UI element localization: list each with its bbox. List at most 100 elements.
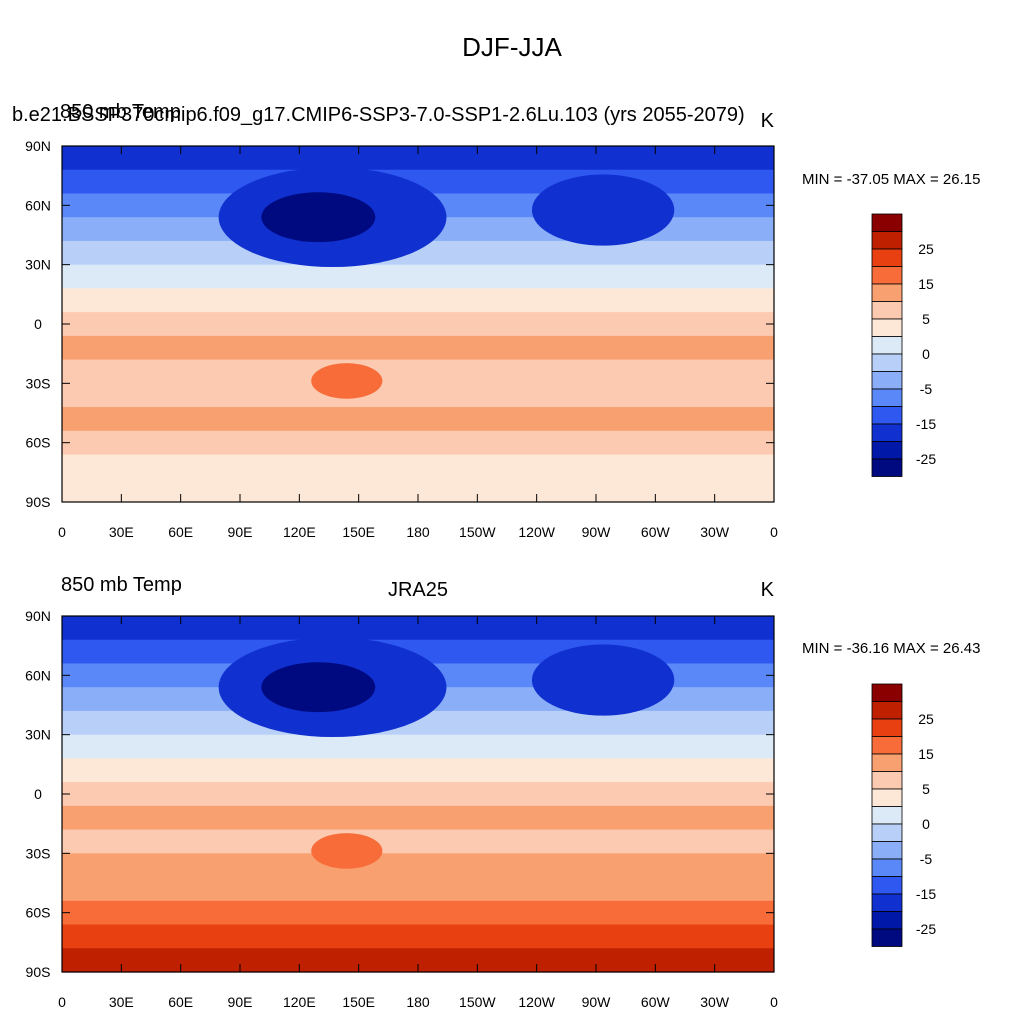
lat-label: 30N	[25, 257, 51, 273]
colorbar-swatch	[871, 441, 903, 460]
temperature-band	[62, 829, 774, 854]
temperature-band	[62, 805, 774, 831]
colorbar-label: -25	[916, 921, 936, 937]
warm-core-australia	[311, 833, 383, 869]
lon-label: 60E	[168, 994, 193, 1010]
colorbar-swatch	[871, 718, 903, 737]
lon-label: 180	[406, 524, 430, 540]
lat-label: 90S	[26, 494, 51, 510]
lon-label: 180	[406, 994, 430, 1010]
colorbar-swatch	[871, 406, 903, 425]
panel2-units: K	[760, 579, 774, 601]
lon-label: 120W	[518, 524, 555, 540]
cold-core-north-america	[531, 644, 675, 716]
lat-label: 60N	[25, 667, 51, 683]
lat-label: 30S	[26, 845, 51, 861]
panel1-case-label: b.e21.BSSP370cmip6.f09_g17.CMIP6-SSP3-7.…	[12, 104, 745, 126]
colorbar-swatch	[871, 301, 903, 320]
warm-core-australia	[311, 363, 383, 399]
lon-label: 30E	[109, 524, 134, 540]
colorbar-label: -5	[920, 381, 933, 397]
colorbar-label: 15	[918, 276, 934, 292]
map-panel-1: 90N 60N 30N 0 30S 60S 90S 0 30E 60E 90E 120E 150E 180…	[25, 138, 778, 540]
colorbar-label: 5	[922, 781, 930, 797]
colorbar-swatch	[871, 423, 903, 442]
lon-label: 120E	[283, 524, 316, 540]
panel2-left-label: 850 mb Temp	[61, 574, 182, 596]
lon-label: 90E	[228, 994, 253, 1010]
lon-label: 150E	[342, 994, 375, 1010]
colorbar-1: 25 15 5 0 -5 -15 -25	[871, 213, 936, 477]
lon-label: 0	[58, 994, 66, 1010]
colorbar-swatch	[871, 683, 903, 702]
lat-label: 0	[34, 786, 42, 802]
colorbar-label: -15	[916, 416, 936, 432]
colorbar-label: 25	[918, 711, 934, 727]
colorbar-label: 0	[922, 346, 930, 362]
colorbar-swatch	[871, 876, 903, 895]
temperature-band	[62, 407, 774, 432]
panel2-center-label: JRA25	[387, 579, 449, 601]
colorbar-swatch	[871, 266, 903, 285]
figure-title: DJF-JJA	[462, 32, 562, 62]
lon-label: 150W	[459, 994, 496, 1010]
colorbar-swatch	[871, 231, 903, 250]
colorbar-2: 25 15 5 0 -5 -15 -25	[871, 683, 936, 947]
temperature-band	[62, 288, 774, 313]
lon-label: 120E	[283, 994, 316, 1010]
colorbar-label: 0	[922, 816, 930, 832]
colorbar-swatch	[871, 736, 903, 755]
lon-label: 90E	[228, 524, 253, 540]
colorbar-swatch	[871, 788, 903, 807]
temperature-band	[62, 782, 774, 807]
temperature-band	[62, 734, 774, 759]
temperature-band	[62, 335, 774, 361]
temperature-band	[62, 924, 774, 949]
lon-label: 30E	[109, 994, 134, 1010]
colorbar-swatch	[871, 823, 903, 842]
colorbar-swatch	[871, 858, 903, 877]
temperature-band	[62, 877, 774, 902]
cold-core-siberia-inner	[261, 662, 376, 713]
colorbar-swatch	[871, 771, 903, 790]
colorbar-swatch	[871, 841, 903, 860]
colorbar-swatch	[871, 353, 903, 372]
colorbar-swatch	[871, 283, 903, 302]
lon-label: 30W	[700, 524, 730, 540]
temperature-band	[62, 430, 774, 456]
colorbar-label: -5	[920, 851, 933, 867]
colorbar-swatch	[871, 336, 903, 355]
temperature-band	[62, 359, 774, 384]
colorbar-swatch	[871, 371, 903, 390]
cold-core-north-america	[531, 174, 675, 246]
colorbar-label: -15	[916, 886, 936, 902]
lat-label: 0	[34, 316, 42, 332]
lat-label: 60S	[26, 435, 51, 451]
temperature-band	[62, 853, 774, 878]
lon-label: 0	[770, 524, 778, 540]
lon-label: 0	[770, 994, 778, 1010]
colorbar-label: 5	[922, 311, 930, 327]
colorbar-swatch	[871, 911, 903, 930]
lon-label: 120W	[518, 994, 555, 1010]
panel1-minmax: MIN = -37.05 MAX = 26.15	[802, 171, 981, 188]
lon-label: 150W	[459, 524, 496, 540]
lat-label: 90N	[25, 138, 51, 154]
colorbar-swatch	[871, 893, 903, 912]
lon-label: 60E	[168, 524, 193, 540]
map-panel-2: 90N 60N 30N 0 30S 60S 90S 0 30E 60E 90E 120E 150E 180…	[25, 608, 778, 1010]
lat-label: 60N	[25, 197, 51, 213]
colorbar-swatch	[871, 388, 903, 407]
temperature-band	[62, 264, 774, 289]
lon-label: 0	[58, 524, 66, 540]
colorbar-label: -25	[916, 451, 936, 467]
panel1-left-label: 850 mb Temp	[60, 101, 181, 123]
lon-label: 30W	[700, 994, 730, 1010]
lat-label: 90S	[26, 964, 51, 980]
temperature-band	[62, 758, 774, 783]
colorbar-swatch	[871, 458, 903, 477]
panel2-minmax: MIN = -36.16 MAX = 26.43	[802, 640, 981, 657]
colorbar-label: 15	[918, 746, 934, 762]
lat-label: 30N	[25, 727, 51, 743]
